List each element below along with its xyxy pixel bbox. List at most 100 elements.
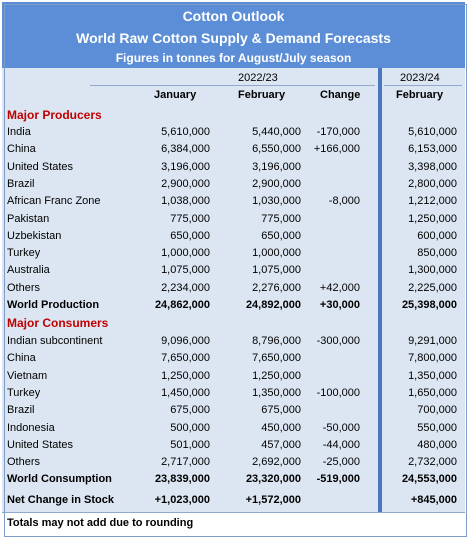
value-february-2023-24: 1,350,000 <box>408 370 457 382</box>
value-change: -300,000 <box>316 335 360 347</box>
row-label: United States <box>7 161 74 173</box>
value-january: 1,450,000 <box>161 387 210 399</box>
row-label: Brazil <box>7 178 35 190</box>
table-row: Turkey 1,450,000 1,350,000 -100,000 1,650,00… <box>2 385 465 402</box>
value-february: 450,000 <box>261 422 301 434</box>
value-february-2023-24: 9,291,000 <box>408 335 457 347</box>
table-title: Cotton Outlook <box>182 8 285 24</box>
value-february: 6,550,000 <box>252 143 301 155</box>
value-february-2023-24: 850,000 <box>417 247 457 259</box>
value-february-2023-24: 1,300,000 <box>408 264 457 276</box>
value-february: 2,692,000 <box>252 456 301 468</box>
table-row: Pakistan 775,000 775,000 1,250,000 <box>2 211 465 228</box>
season-underline <box>90 85 375 86</box>
value-january: 2,717,000 <box>161 456 210 468</box>
value-change: -170,000 <box>316 126 360 138</box>
table-row: United States 501,000 457,000 -44,000 480,00… <box>2 437 465 454</box>
value-february: 24,892,000 <box>245 299 301 311</box>
world-consumption-row: World Consumption 23,839,000 23,320,000 -51… <box>2 471 465 488</box>
net-change-stock-row: Net Change in Stock +1,023,000 +1,572,000 +… <box>2 492 465 509</box>
table-row: African Franc Zone 1,038,000 1,030,000 -8,0… <box>2 193 465 210</box>
table-note: Figures in tonnes for August/July season <box>115 51 352 65</box>
table-body <box>2 68 465 512</box>
value-january: 24,862,000 <box>154 299 210 311</box>
value-january: 9,096,000 <box>161 335 210 347</box>
value-january: 1,000,000 <box>161 247 210 259</box>
row-label: Uzbekistan <box>7 230 62 242</box>
value-january: 501,000 <box>170 439 210 451</box>
value-february-2023-24: 24,553,000 <box>401 473 457 485</box>
table-row: United States 3,196,000 3,196,000 3,398,000 <box>2 159 465 176</box>
value-february-2023-24: +845,000 <box>410 494 457 506</box>
row-label: Others <box>7 282 41 294</box>
table-subtitle: World Raw Cotton Supply & Demand Forecas… <box>76 30 391 46</box>
row-label: African Franc Zone <box>7 195 101 207</box>
row-label: Net Change in Stock <box>7 494 114 506</box>
value-change: -100,000 <box>316 387 360 399</box>
row-label: Indian subcontinent <box>7 335 103 347</box>
row-label: World Production <box>7 299 100 311</box>
value-january: 2,900,000 <box>161 178 210 190</box>
world-production-row: World Production 24,862,000 24,892,000 +30,… <box>2 297 465 314</box>
value-february-2023-24: 3,398,000 <box>408 161 457 173</box>
table-footer: Totals may not add due to rounding <box>2 512 465 536</box>
table-row: Indian subcontinent 9,096,000 8,796,000 -30… <box>2 333 465 350</box>
value-february-2023-24: 1,212,000 <box>408 195 457 207</box>
value-change: -519,000 <box>316 473 360 485</box>
value-february: 1,075,000 <box>252 264 301 276</box>
value-change: -50,000 <box>322 422 360 434</box>
value-february: 7,650,000 <box>252 352 301 364</box>
value-january: 1,075,000 <box>161 264 210 276</box>
table-row: Brazil 675,000 675,000 700,000 <box>2 402 465 419</box>
value-february: 1,000,000 <box>252 247 301 259</box>
value-february-2023-24: 700,000 <box>417 404 457 416</box>
value-february-2023-24: 2,225,000 <box>408 282 457 294</box>
value-february: 650,000 <box>261 230 301 242</box>
value-january: 500,000 <box>170 422 210 434</box>
value-february-2023-24: 7,800,000 <box>408 352 457 364</box>
row-label: Others <box>7 456 41 468</box>
table-row: Indonesia 500,000 450,000 -50,000 550,000 <box>2 420 465 437</box>
section-major-producers: Major Producers <box>7 108 102 122</box>
value-change: -25,000 <box>322 456 360 468</box>
value-january: 1,250,000 <box>161 370 210 382</box>
value-february: 457,000 <box>261 439 301 451</box>
table-row: Others 2,717,000 2,692,000 -25,000 2,732,000 <box>2 454 465 471</box>
row-label: Vietnam <box>7 370 48 382</box>
row-label: China <box>7 352 36 364</box>
value-january: 5,610,000 <box>161 126 210 138</box>
value-february: 1,250,000 <box>252 370 301 382</box>
table-header: Cotton Outlook World Raw Cotton Supply &… <box>2 2 465 68</box>
value-february: 5,440,000 <box>252 126 301 138</box>
col-change: Change <box>320 89 361 101</box>
value-january: 7,650,000 <box>161 352 210 364</box>
table-row: Turkey 1,000,000 1,000,000 850,000 <box>2 245 465 262</box>
row-label: India <box>7 126 31 138</box>
row-label: Australia <box>7 264 50 276</box>
table-row: China 7,650,000 7,650,000 7,800,000 <box>2 350 465 367</box>
value-january: 23,839,000 <box>154 473 210 485</box>
rounding-note: Totals may not add due to rounding <box>7 517 194 529</box>
table-row: India 5,610,000 5,440,000 -170,000 5,610,000 <box>2 124 465 141</box>
season-underline-2 <box>384 85 462 86</box>
value-february: 8,796,000 <box>252 335 301 347</box>
table-row: Australia 1,075,000 1,075,000 1,300,000 <box>2 262 465 279</box>
value-february-2023-24: 6,153,000 <box>408 143 457 155</box>
value-february: +1,572,000 <box>245 494 301 506</box>
section-major-consumers: Major Consumers <box>7 316 109 330</box>
value-february: 3,196,000 <box>252 161 301 173</box>
value-january: 1,038,000 <box>161 195 210 207</box>
value-february: 2,900,000 <box>252 178 301 190</box>
row-label: Pakistan <box>7 213 50 225</box>
season-2022-23-heading: 2022/23 <box>238 72 278 84</box>
value-january: 6,384,000 <box>161 143 210 155</box>
value-january: 2,234,000 <box>161 282 210 294</box>
row-label: Turkey <box>7 247 41 259</box>
value-january: 650,000 <box>170 230 210 242</box>
value-february-2023-24: 600,000 <box>417 230 457 242</box>
value-february-2023-24: 2,800,000 <box>408 178 457 190</box>
value-february: 1,030,000 <box>252 195 301 207</box>
value-january: 675,000 <box>170 404 210 416</box>
value-february-2023-24: 480,000 <box>417 439 457 451</box>
table-row: China 6,384,000 6,550,000 +166,000 6,153,000 <box>2 141 465 158</box>
